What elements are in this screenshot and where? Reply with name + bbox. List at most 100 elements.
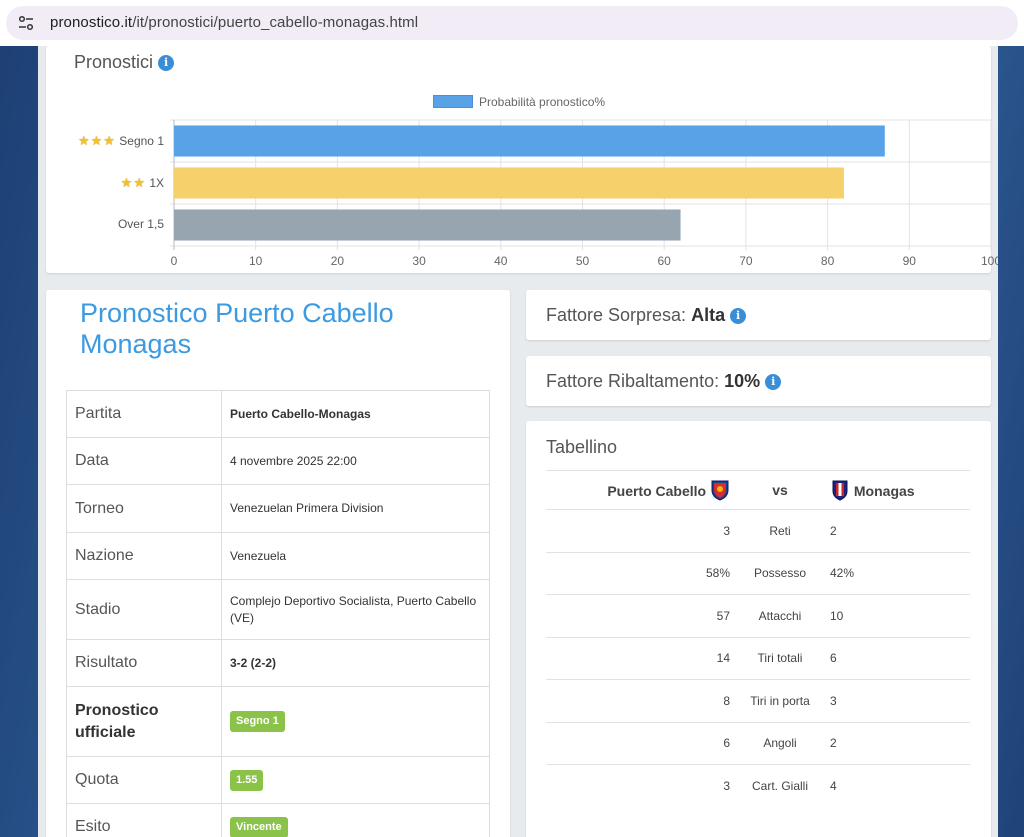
bar-over-1-5 (174, 209, 681, 241)
home-team-name[interactable]: Puerto Cabello (607, 483, 707, 499)
reversal-factor-value: 10% (724, 371, 761, 391)
x-tick-label: 70 (739, 254, 753, 268)
stats-row: 3 Cart. Gialli 4 (546, 764, 970, 807)
x-tick-label: 80 (820, 254, 835, 268)
row-value: Venezuelan Primera Division (221, 484, 490, 533)
chart-legend[interactable]: Probabilità pronostico% (433, 95, 605, 109)
x-tick-label: 0 (170, 254, 178, 268)
surprise-factor-card: Fattore Sorpresa: Alta i (526, 290, 991, 340)
star-icon: ★ (120, 175, 133, 190)
category-label: Over 1,5 (118, 217, 164, 231)
home-stat: 3 (546, 509, 730, 552)
vs-label: vs (730, 470, 830, 510)
away-team-cell: Monagas (830, 470, 970, 510)
category-label: ★★ 1X (121, 175, 164, 191)
surprise-factor-label: Fattore Sorpresa: (546, 305, 687, 325)
chart-card-title-text: Pronostici (74, 52, 154, 72)
match-title-text: Pronostico Puerto Cabello Monagas (80, 298, 394, 359)
row-value: Venezuela (221, 532, 490, 580)
x-tick-label: 50 (575, 254, 590, 268)
x-tick-label: 100 (980, 254, 998, 268)
category-label-text: 1X (149, 176, 164, 190)
row-key: Stadio (66, 579, 222, 640)
table-row: Stadio Complejo Deportivo Socialista, Pu… (66, 579, 490, 640)
stats-header-row: Puerto Cabello vs Monagas (546, 470, 970, 510)
chart-card-title: Pronostici i (74, 52, 175, 73)
info-icon[interactable]: i (158, 55, 175, 71)
row-value: Puerto Cabello-Monagas (221, 390, 490, 438)
bar-chart (170, 119, 991, 250)
row-key: Nazione (66, 532, 222, 580)
category-label-text: Segno 1 (119, 134, 164, 148)
stats-table: Puerto Cabello vs Monagas (546, 470, 970, 807)
stats-row: 58% Possesso 42% (546, 551, 970, 595)
star-icon: ★ (133, 175, 145, 190)
url-domain: pronostico.it (50, 14, 133, 31)
table-row: Pronostico ufficiale Segno 1 (66, 686, 490, 757)
row-key: Quota (66, 756, 222, 804)
monagas-crest-icon (832, 480, 848, 501)
category-label-text: Over 1,5 (117, 217, 164, 231)
browser-toolbar: pronostico.it/it/pronostici/puerto_cabel… (0, 0, 1024, 46)
row-value: 1.55 (221, 756, 490, 804)
reversal-factor-card: Fattore Ribaltamento: 10% i (526, 356, 991, 406)
home-stat: 58% (546, 551, 730, 595)
away-stat: 42% (830, 551, 970, 595)
official-prediction-label: Pronostico ufficiale (75, 701, 159, 741)
table-row: Data 4 novembre 2025 22:00 (66, 437, 490, 485)
info-icon[interactable]: i (730, 308, 747, 324)
stats-row: 3 Reti 2 (546, 509, 970, 552)
row-key: Pronostico ufficiale (66, 686, 222, 757)
stats-row: 14 Tiri totali 6 (546, 636, 970, 680)
url-text[interactable]: pronostico.it/it/pronostici/puerto_cabel… (50, 14, 418, 31)
away-stat: 3 (830, 679, 970, 722)
legend-swatch (433, 95, 473, 108)
star-icon: ★ (77, 133, 90, 148)
tabellino-title: Tabellino (546, 437, 618, 457)
home-team-cell: Puerto Cabello (546, 470, 730, 510)
stat-label: Attacchi (730, 594, 830, 637)
home-stat: 57 (546, 594, 730, 637)
stats-row: 57 Attacchi 10 (546, 594, 970, 637)
address-bar[interactable]: pronostico.it/it/pronostici/puerto_cabel… (6, 6, 1018, 40)
category-label: ★★★ Segno 1 (78, 133, 164, 149)
page-content: Pronostici i Probabilità pronostico% ★★★… (38, 46, 998, 837)
away-stat: 2 (830, 509, 970, 552)
away-stat: 6 (830, 636, 970, 680)
table-row: Torneo Venezuelan Primera Division (66, 484, 490, 533)
legend-label: Probabilità pronostico% (479, 95, 606, 109)
row-value: 3-2 (2-2) (221, 639, 490, 687)
prediction-badge: Segno 1 (230, 711, 285, 732)
away-team-name[interactable]: Monagas (853, 483, 915, 499)
star-icon: ★ (90, 133, 103, 148)
surprise-factor: Fattore Sorpresa: Alta i (546, 305, 747, 326)
x-tick-label: 60 (657, 254, 671, 268)
stats-row: 8 Tiri in porta 3 (546, 679, 970, 722)
away-stat: 10 (830, 594, 970, 637)
bar-segno-1 (174, 125, 885, 157)
table-row: Esito Vincente (66, 803, 490, 837)
stat-label: Tiri in porta (730, 679, 830, 722)
site-settings-icon[interactable] (18, 15, 34, 31)
row-value: Segno 1 (221, 686, 490, 757)
reversal-factor: Fattore Ribaltamento: 10% i (546, 371, 782, 392)
table-row: Quota 1.55 (66, 756, 490, 804)
row-key: Esito (66, 803, 222, 837)
puerto-cabello-crest-icon (711, 480, 729, 501)
url-path: /it/pronostici/puerto_cabello-monagas.ht… (132, 14, 419, 31)
pronostici-chart-card: Pronostici i Probabilità pronostico% ★★★… (46, 46, 998, 273)
x-tick-label: 40 (494, 254, 508, 268)
match-info-card: Pronostico Puerto Cabello Monagas Partit… (46, 290, 510, 837)
stats-row: 6 Angoli 2 (546, 721, 970, 765)
outcome-badge: Vincente (230, 816, 288, 837)
tabellino-card: Tabellino Puerto Cabello vs (526, 421, 991, 837)
home-stat: 3 (546, 764, 730, 807)
x-tick-label: 90 (902, 254, 916, 268)
row-value: Vincente (221, 803, 490, 837)
info-icon[interactable]: i (765, 374, 782, 390)
home-stat: 6 (546, 721, 730, 765)
match-info-table: Partita Puerto Cabello-Monagas Data 4 no… (66, 390, 490, 837)
home-stat: 14 (546, 636, 730, 680)
home-stat: 8 (546, 679, 730, 722)
table-row: Risultato 3-2 (2-2) (66, 639, 490, 687)
